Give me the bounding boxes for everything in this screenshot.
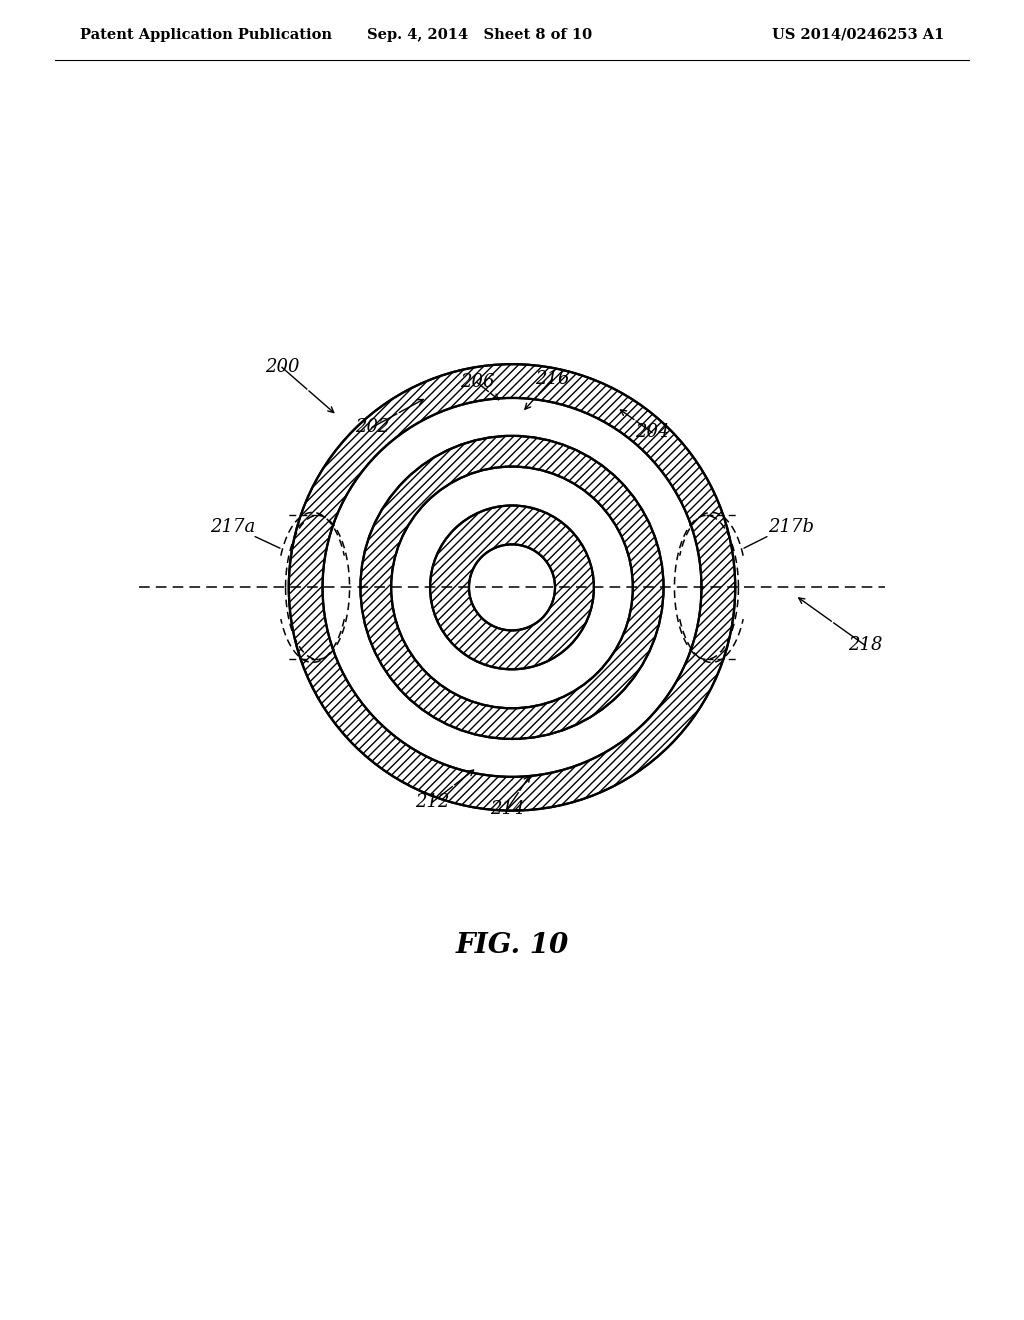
Ellipse shape — [391, 466, 633, 709]
Text: Sep. 4, 2014   Sheet 8 of 10: Sep. 4, 2014 Sheet 8 of 10 — [368, 28, 593, 42]
Text: Patent Application Publication: Patent Application Publication — [80, 28, 332, 42]
Ellipse shape — [469, 544, 555, 631]
Ellipse shape — [323, 397, 701, 777]
Text: 216: 216 — [535, 371, 569, 388]
Text: 214: 214 — [489, 800, 524, 818]
Ellipse shape — [360, 436, 664, 739]
Text: 217b: 217b — [768, 519, 814, 536]
Text: US 2014/0246253 A1: US 2014/0246253 A1 — [772, 28, 944, 42]
Ellipse shape — [289, 364, 735, 810]
Text: 206: 206 — [460, 374, 495, 392]
Text: 204: 204 — [635, 424, 670, 441]
Ellipse shape — [430, 506, 594, 669]
Text: 212: 212 — [415, 793, 450, 812]
Text: 218: 218 — [848, 636, 883, 655]
Text: 200: 200 — [265, 359, 299, 376]
Text: 217a: 217a — [210, 519, 255, 536]
Text: FIG. 10: FIG. 10 — [456, 932, 568, 960]
Text: 202: 202 — [354, 418, 389, 437]
